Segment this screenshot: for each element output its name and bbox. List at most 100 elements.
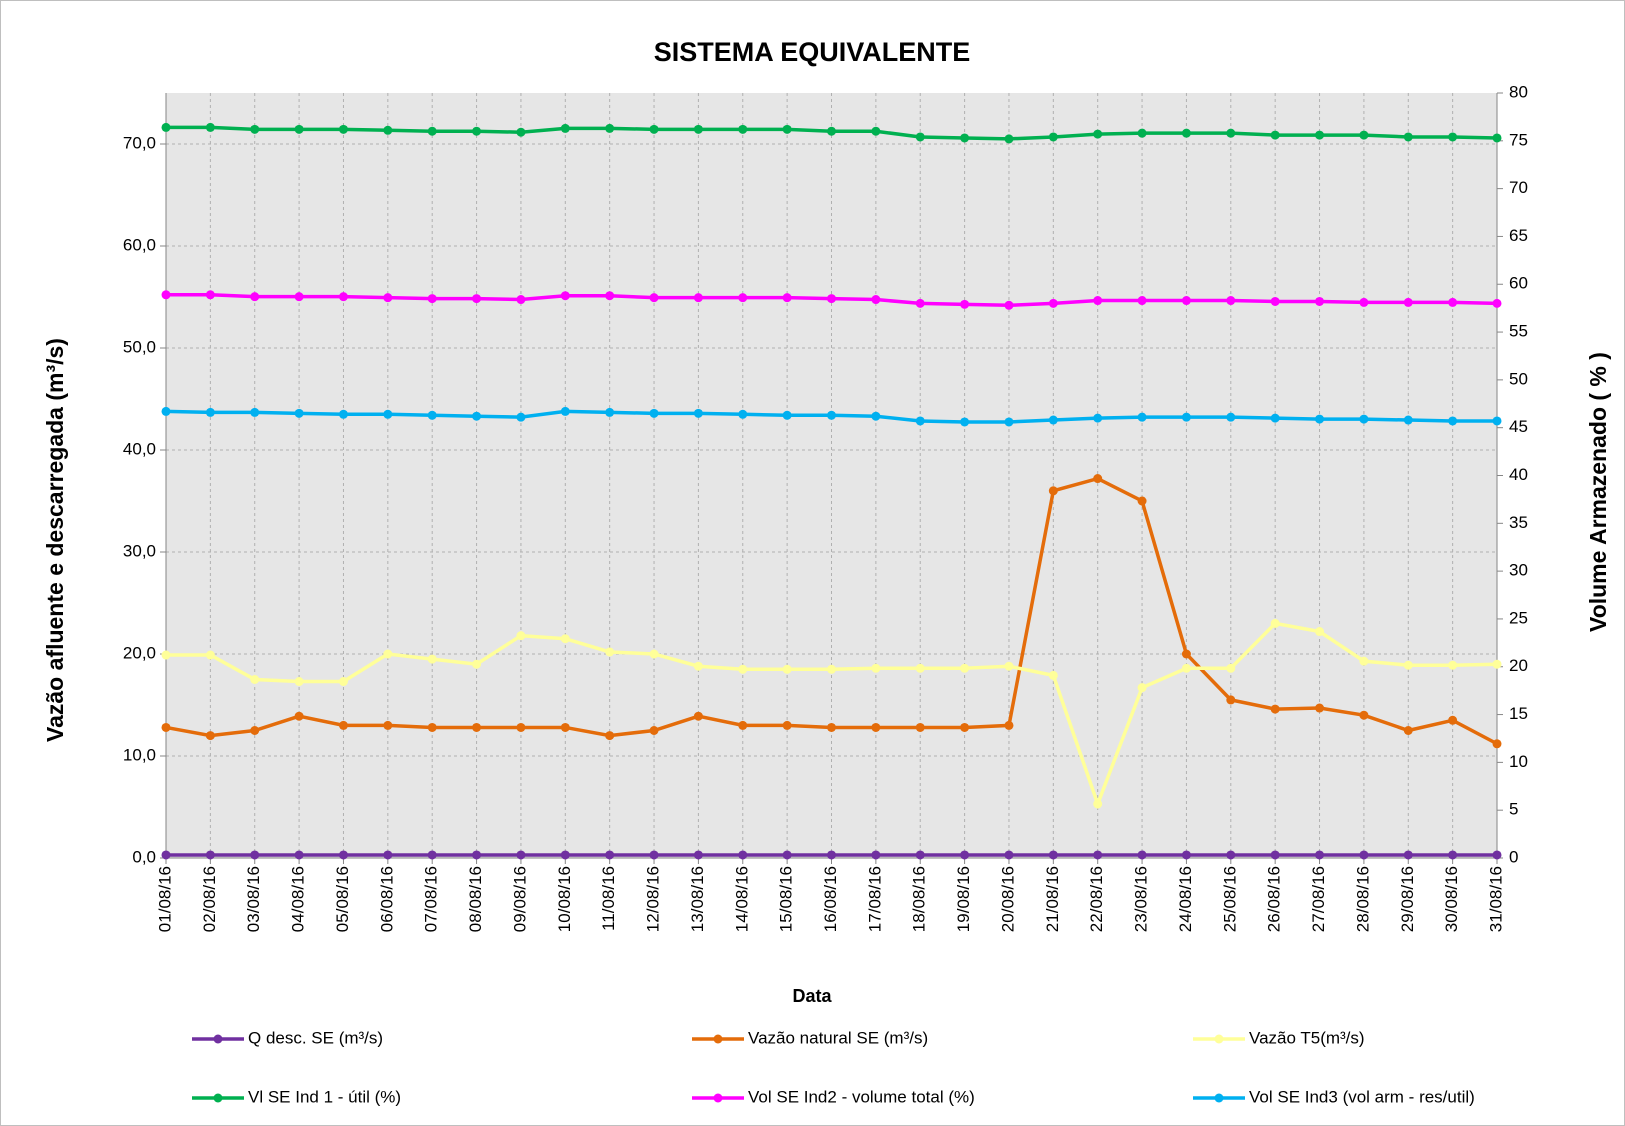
data-point [782,720,792,730]
data-point [738,124,748,134]
data-point [1315,850,1325,860]
data-point [827,410,836,420]
data-point [1359,130,1369,140]
data-point [516,631,526,641]
data-point [1315,414,1325,424]
data-point [516,722,526,732]
y2-tick-label: 10 [1509,752,1528,771]
x-axis-title: Data [792,986,832,1006]
data-point [1270,413,1280,423]
data-point [1270,296,1280,306]
y2-axis-title: Volume Armazenado ( % ) [1585,352,1611,632]
legend-marker [213,1093,223,1103]
data-point [205,407,215,417]
legend-label: Vl SE Ind 1 - útil (%) [248,1087,401,1106]
data-point [1448,715,1458,725]
data-point [1093,799,1103,809]
data-point [605,407,615,417]
y-tick-label: 50,0 [123,337,156,356]
data-point [960,850,970,860]
data-point [472,722,482,732]
data-point [693,124,703,134]
data-point [960,299,970,309]
x-tick-label: 20/08/16 [998,866,1017,932]
x-tick-label: 19/08/16 [954,866,973,932]
data-point [1403,132,1413,142]
x-tick-label: 01/08/16 [155,866,174,932]
data-point [205,731,215,741]
data-point [782,124,792,134]
x-tick-label: 23/08/16 [1132,866,1151,932]
data-point [516,850,526,860]
y-axis-title: Vazão afluente e descarregada (m³/s) [42,338,68,742]
chart-title: SISTEMA EQUIVALENTE [654,37,971,67]
data-point [1093,850,1103,860]
data-point [1226,850,1236,860]
x-tick-label: 26/08/16 [1265,866,1284,932]
data-point [827,664,836,674]
data-point [560,850,570,860]
legend-label: Vazão natural SE (m³/s) [748,1028,928,1047]
x-tick-label: 28/08/16 [1353,866,1372,932]
data-point [738,664,748,674]
data-point [782,850,792,860]
data-point [1137,850,1147,860]
data-point [1226,695,1236,705]
data-point [1315,296,1325,306]
data-point [383,649,393,659]
data-point [472,126,482,136]
x-tick-label: 06/08/16 [377,866,396,932]
data-point [1004,720,1014,730]
legend-label: Vazão T5(m³/s) [1249,1028,1365,1047]
data-point [516,412,526,422]
data-point [1004,417,1014,427]
data-point [205,650,215,660]
data-point [338,292,348,302]
data-point [1270,618,1280,628]
data-point [1226,128,1236,138]
legend-marker [1214,1093,1224,1103]
data-point [161,290,171,300]
data-point [1448,297,1458,307]
data-point [250,675,260,684]
data-point [294,292,304,302]
y2-tick-label: 35 [1509,513,1528,532]
data-point [1004,850,1014,860]
y2-tick-label: 25 [1509,608,1528,627]
data-point [1270,130,1280,140]
data-point [427,410,437,420]
data-point [1359,850,1369,860]
y2-tick-label: 30 [1509,561,1528,580]
y-tick-label: 40,0 [123,439,156,458]
data-point [161,850,171,860]
y2-tick-label: 75 [1509,130,1528,149]
data-point [427,294,437,304]
data-point [738,850,748,860]
data-point [871,411,881,421]
y-tick-label: 70,0 [123,133,156,152]
data-point [693,711,703,721]
data-point [960,417,970,427]
data-point [738,293,748,303]
y2-tick-label: 40 [1509,465,1528,484]
data-point [1137,128,1147,138]
data-point [1004,134,1014,144]
y2-tick-label: 5 [1509,800,1518,819]
data-point [1403,660,1413,670]
data-point [649,649,659,659]
data-point [472,294,482,304]
data-point [1181,412,1191,422]
x-tick-label: 12/08/16 [644,866,663,932]
data-point [915,722,925,732]
data-point [1226,663,1236,673]
data-point [1137,296,1147,306]
data-point [1359,656,1369,666]
data-point [960,722,970,732]
data-point [827,294,836,304]
data-point [1137,496,1147,506]
data-point [427,126,437,136]
x-tick-label: 29/08/16 [1398,866,1417,932]
data-point [871,295,881,305]
data-point [1093,296,1103,306]
data-point [205,290,215,300]
